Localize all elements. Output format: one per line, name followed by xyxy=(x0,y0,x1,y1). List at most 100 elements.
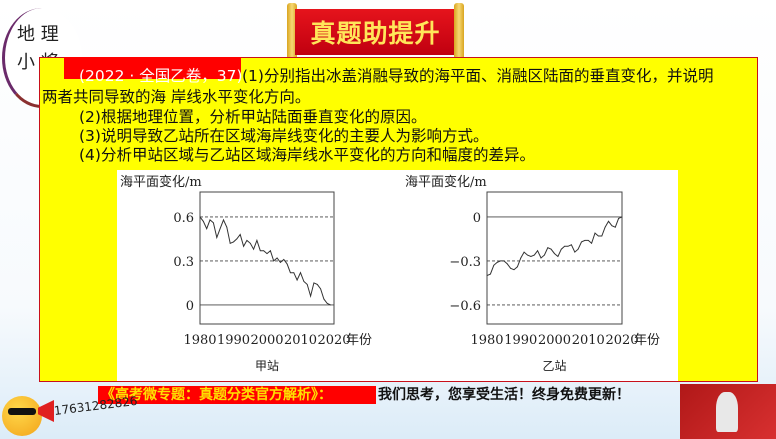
x-tick-label: 1990 xyxy=(504,333,537,348)
data-point xyxy=(269,250,271,252)
x-tick-label: 2000 xyxy=(538,333,571,348)
emoji-sunglasses-icon xyxy=(2,396,42,436)
data-point xyxy=(326,303,328,304)
scroll-rod-right xyxy=(454,3,464,63)
x-tick-label: 1990 xyxy=(217,333,250,348)
question-1b: 两者共同导致的海 岸线水平变化方向。 xyxy=(42,88,311,106)
data-point xyxy=(243,245,244,247)
y-tick-label: 0 xyxy=(473,211,481,226)
data-point xyxy=(316,284,318,285)
knight-picture xyxy=(680,384,776,439)
data-point xyxy=(239,234,241,235)
data-point xyxy=(206,228,208,230)
data-point xyxy=(209,219,211,221)
question-4: (4)分析甲站区域与乙站区域海岸线水平变化的方向和幅度的差异。 xyxy=(79,146,535,164)
data-point xyxy=(493,264,495,266)
data-point xyxy=(503,260,505,262)
x-tick-label: 2020 xyxy=(605,333,638,348)
data-point xyxy=(506,263,508,265)
data-point xyxy=(286,263,288,265)
y-tick-label: 0.3 xyxy=(173,255,194,270)
question-1a: (1)分别指出冰盖消融导致的海平面、消融区陆面的垂直变化，并说明 xyxy=(242,67,714,85)
x-tick-label: 2010 xyxy=(572,333,605,348)
data-point xyxy=(550,248,552,250)
data-point xyxy=(564,245,566,247)
data-point xyxy=(330,304,332,306)
data-point xyxy=(537,250,539,252)
data-point xyxy=(574,251,576,253)
data-point xyxy=(323,298,325,300)
data-point xyxy=(516,266,518,268)
data-point xyxy=(611,225,613,227)
data-point xyxy=(604,226,606,228)
data-point xyxy=(597,235,599,237)
data-point xyxy=(567,245,569,247)
data-point xyxy=(296,279,298,281)
data-point xyxy=(229,242,231,244)
data-point xyxy=(587,240,589,241)
x-tick-label: 1980 xyxy=(470,333,503,348)
data-point xyxy=(249,242,251,244)
banner-title: 真题助提升 xyxy=(310,19,441,48)
data-point xyxy=(293,272,295,274)
data-point xyxy=(320,288,321,290)
data-point xyxy=(527,254,528,256)
plot-frame xyxy=(199,191,335,325)
promo-highlight xyxy=(98,386,376,404)
data-point xyxy=(621,216,623,218)
promo-text: 《高考微专题：真题分类官方解析》： xyxy=(101,387,332,403)
y-axis-label: 海平面变化/m xyxy=(405,174,487,190)
phone-number: 17631282826 xyxy=(53,393,139,418)
data-point xyxy=(570,244,572,246)
x-tick-label: 1980 xyxy=(183,333,216,348)
data-point xyxy=(500,260,501,262)
data-point xyxy=(236,238,238,240)
data-point xyxy=(543,254,545,256)
data-point xyxy=(601,235,603,237)
y-axis-label: 海平面变化/m xyxy=(120,174,202,190)
question-3: (3)说明导致乙站所在区域海岸线变化的主要人为影响方式。 xyxy=(79,127,489,145)
data-point xyxy=(263,250,265,252)
data-point xyxy=(486,275,488,276)
data-point xyxy=(223,219,224,221)
series-line xyxy=(199,216,331,306)
data-point xyxy=(577,248,579,250)
data-point xyxy=(233,241,234,243)
plot-frame xyxy=(486,191,623,325)
data-point xyxy=(276,257,278,259)
data-point xyxy=(547,247,549,249)
data-point xyxy=(313,282,315,284)
data-point xyxy=(513,269,515,271)
data-point xyxy=(283,259,285,260)
x-tick-label: 2010 xyxy=(284,333,317,348)
data-point xyxy=(523,251,525,253)
data-point xyxy=(584,240,586,241)
data-point xyxy=(310,295,311,297)
data-point xyxy=(199,216,201,218)
data-point xyxy=(306,284,308,285)
data-point xyxy=(253,248,255,250)
data-point xyxy=(618,218,620,219)
data-point xyxy=(496,262,498,263)
question-2: (2)根据地理位置，分析甲站陆面垂直变化的原因。 xyxy=(79,108,427,126)
data-point xyxy=(489,273,491,275)
data-point xyxy=(560,248,562,250)
data-point xyxy=(614,226,616,228)
title-banner: 真题助提升 xyxy=(287,3,464,63)
slogan-text: 我们思考，您享受生活！终身免费更新！ xyxy=(378,387,630,403)
logo-line1: 地 理 xyxy=(17,24,59,45)
data-point xyxy=(246,240,248,241)
data-point xyxy=(202,220,204,222)
scroll-rod-left xyxy=(287,3,297,63)
data-point xyxy=(581,241,582,243)
source-highlight xyxy=(64,57,241,79)
data-point xyxy=(216,237,218,238)
x-tick-label: 2000 xyxy=(250,333,283,348)
data-point xyxy=(557,256,559,257)
data-point xyxy=(213,222,214,224)
data-point xyxy=(540,257,542,259)
y-tick-label: 0 xyxy=(186,299,194,314)
charts-figure: 0.6 0.3 0 1980 1990 2000 2010 2020 年份 海平面变化/m 甲站 0−… xyxy=(117,170,678,381)
data-point xyxy=(510,267,512,269)
